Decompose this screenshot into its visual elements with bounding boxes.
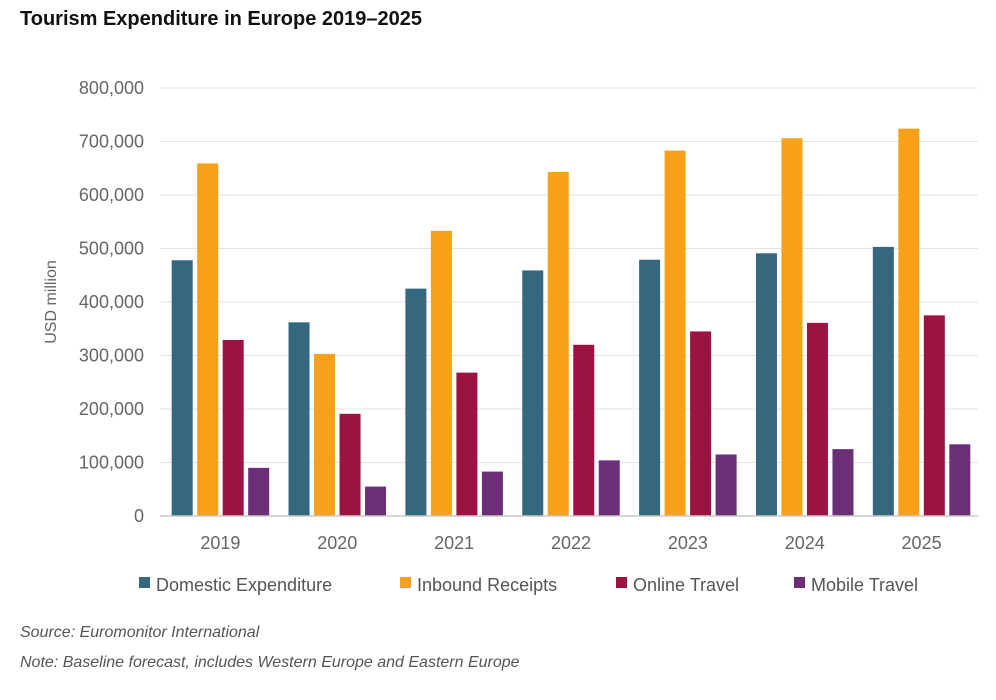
bar-domestic-expenditure-2025 (872, 246, 894, 516)
bar-mobile-travel-2020 (365, 486, 387, 516)
y-tick-label: 0 (134, 506, 144, 526)
bar-online-travel-2024 (806, 322, 828, 516)
bar-online-travel-2019 (222, 339, 244, 516)
bar-inbound-receipts-2021 (430, 230, 452, 516)
bar-online-travel-2023 (690, 331, 712, 516)
bar-chart: 0 100,000 200,000 300,000 400,000 500,000 600,… (43, 78, 978, 595)
source-note: Source: Euromonitor International (20, 624, 260, 641)
x-tick-label: 2024 (785, 533, 825, 553)
forecast-note: Note: Baseline forecast, includes Wester… (20, 654, 520, 671)
bar-inbound-receipts-2025 (898, 128, 920, 516)
chart-title: Tourism Expenditure in Europe 2019–2025 (20, 8, 422, 30)
y-tick-label: 400,000 (79, 292, 144, 312)
bar-mobile-travel-2022 (598, 460, 620, 516)
x-tick-label: 2020 (317, 533, 357, 553)
bar-inbound-receipts-2020 (314, 353, 336, 516)
y-tick-label: 700,000 (79, 132, 144, 152)
bar-mobile-travel-2025 (949, 444, 971, 516)
bar-mobile-travel-2019 (248, 467, 270, 516)
legend-label: Mobile Travel (811, 575, 918, 595)
bar-domestic-expenditure-2020 (288, 322, 310, 516)
x-tick-label: 2025 (902, 533, 942, 553)
x-tick-label: 2023 (668, 533, 708, 553)
bar-online-travel-2025 (923, 315, 945, 516)
bar-mobile-travel-2023 (715, 454, 737, 516)
bar-mobile-travel-2024 (832, 449, 854, 516)
legend-label: Domestic Expenditure (156, 575, 332, 595)
bar-online-travel-2020 (339, 413, 361, 516)
y-axis-label: USD million (43, 260, 60, 344)
bar-domestic-expenditure-2022 (522, 270, 544, 516)
x-tick-label: 2019 (200, 533, 240, 553)
y-tick-label: 800,000 (79, 78, 144, 98)
y-tick-label: 300,000 (79, 346, 144, 366)
grid-lines (160, 87, 978, 463)
bar-online-travel-2022 (573, 344, 595, 516)
y-axis: 0 100,000 200,000 300,000 400,000 500,000 600,… (79, 78, 144, 526)
y-tick-label: 500,000 (79, 239, 144, 259)
bar-domestic-expenditure-2023 (639, 259, 661, 516)
y-tick-label: 600,000 (79, 185, 144, 205)
legend-swatch (139, 577, 150, 588)
bar-domestic-expenditure-2024 (755, 253, 777, 516)
bar-domestic-expenditure-2021 (405, 288, 427, 516)
bar-inbound-receipts-2023 (664, 150, 686, 516)
y-tick-label: 100,000 (79, 453, 144, 473)
bar-mobile-travel-2021 (481, 471, 503, 516)
bar-inbound-receipts-2019 (197, 163, 219, 516)
legend-label: Online Travel (633, 575, 739, 595)
legend-swatch (794, 577, 805, 588)
legend-label: Inbound Receipts (417, 575, 557, 595)
bar-inbound-receipts-2024 (781, 138, 803, 517)
bars (171, 128, 971, 517)
x-axis: 2019 2020 2021 2022 2023 2024 2025 (160, 515, 978, 553)
legend-swatch (616, 577, 627, 588)
x-tick-label: 2021 (434, 533, 474, 553)
bar-online-travel-2021 (456, 372, 478, 516)
y-tick-label: 200,000 (79, 399, 144, 419)
legend: Domestic Expenditure Inbound Receipts Onli… (139, 575, 918, 595)
x-tick-label: 2022 (551, 533, 591, 553)
bar-domestic-expenditure-2019 (171, 260, 193, 516)
legend-swatch (400, 577, 411, 588)
bar-inbound-receipts-2022 (547, 171, 569, 516)
